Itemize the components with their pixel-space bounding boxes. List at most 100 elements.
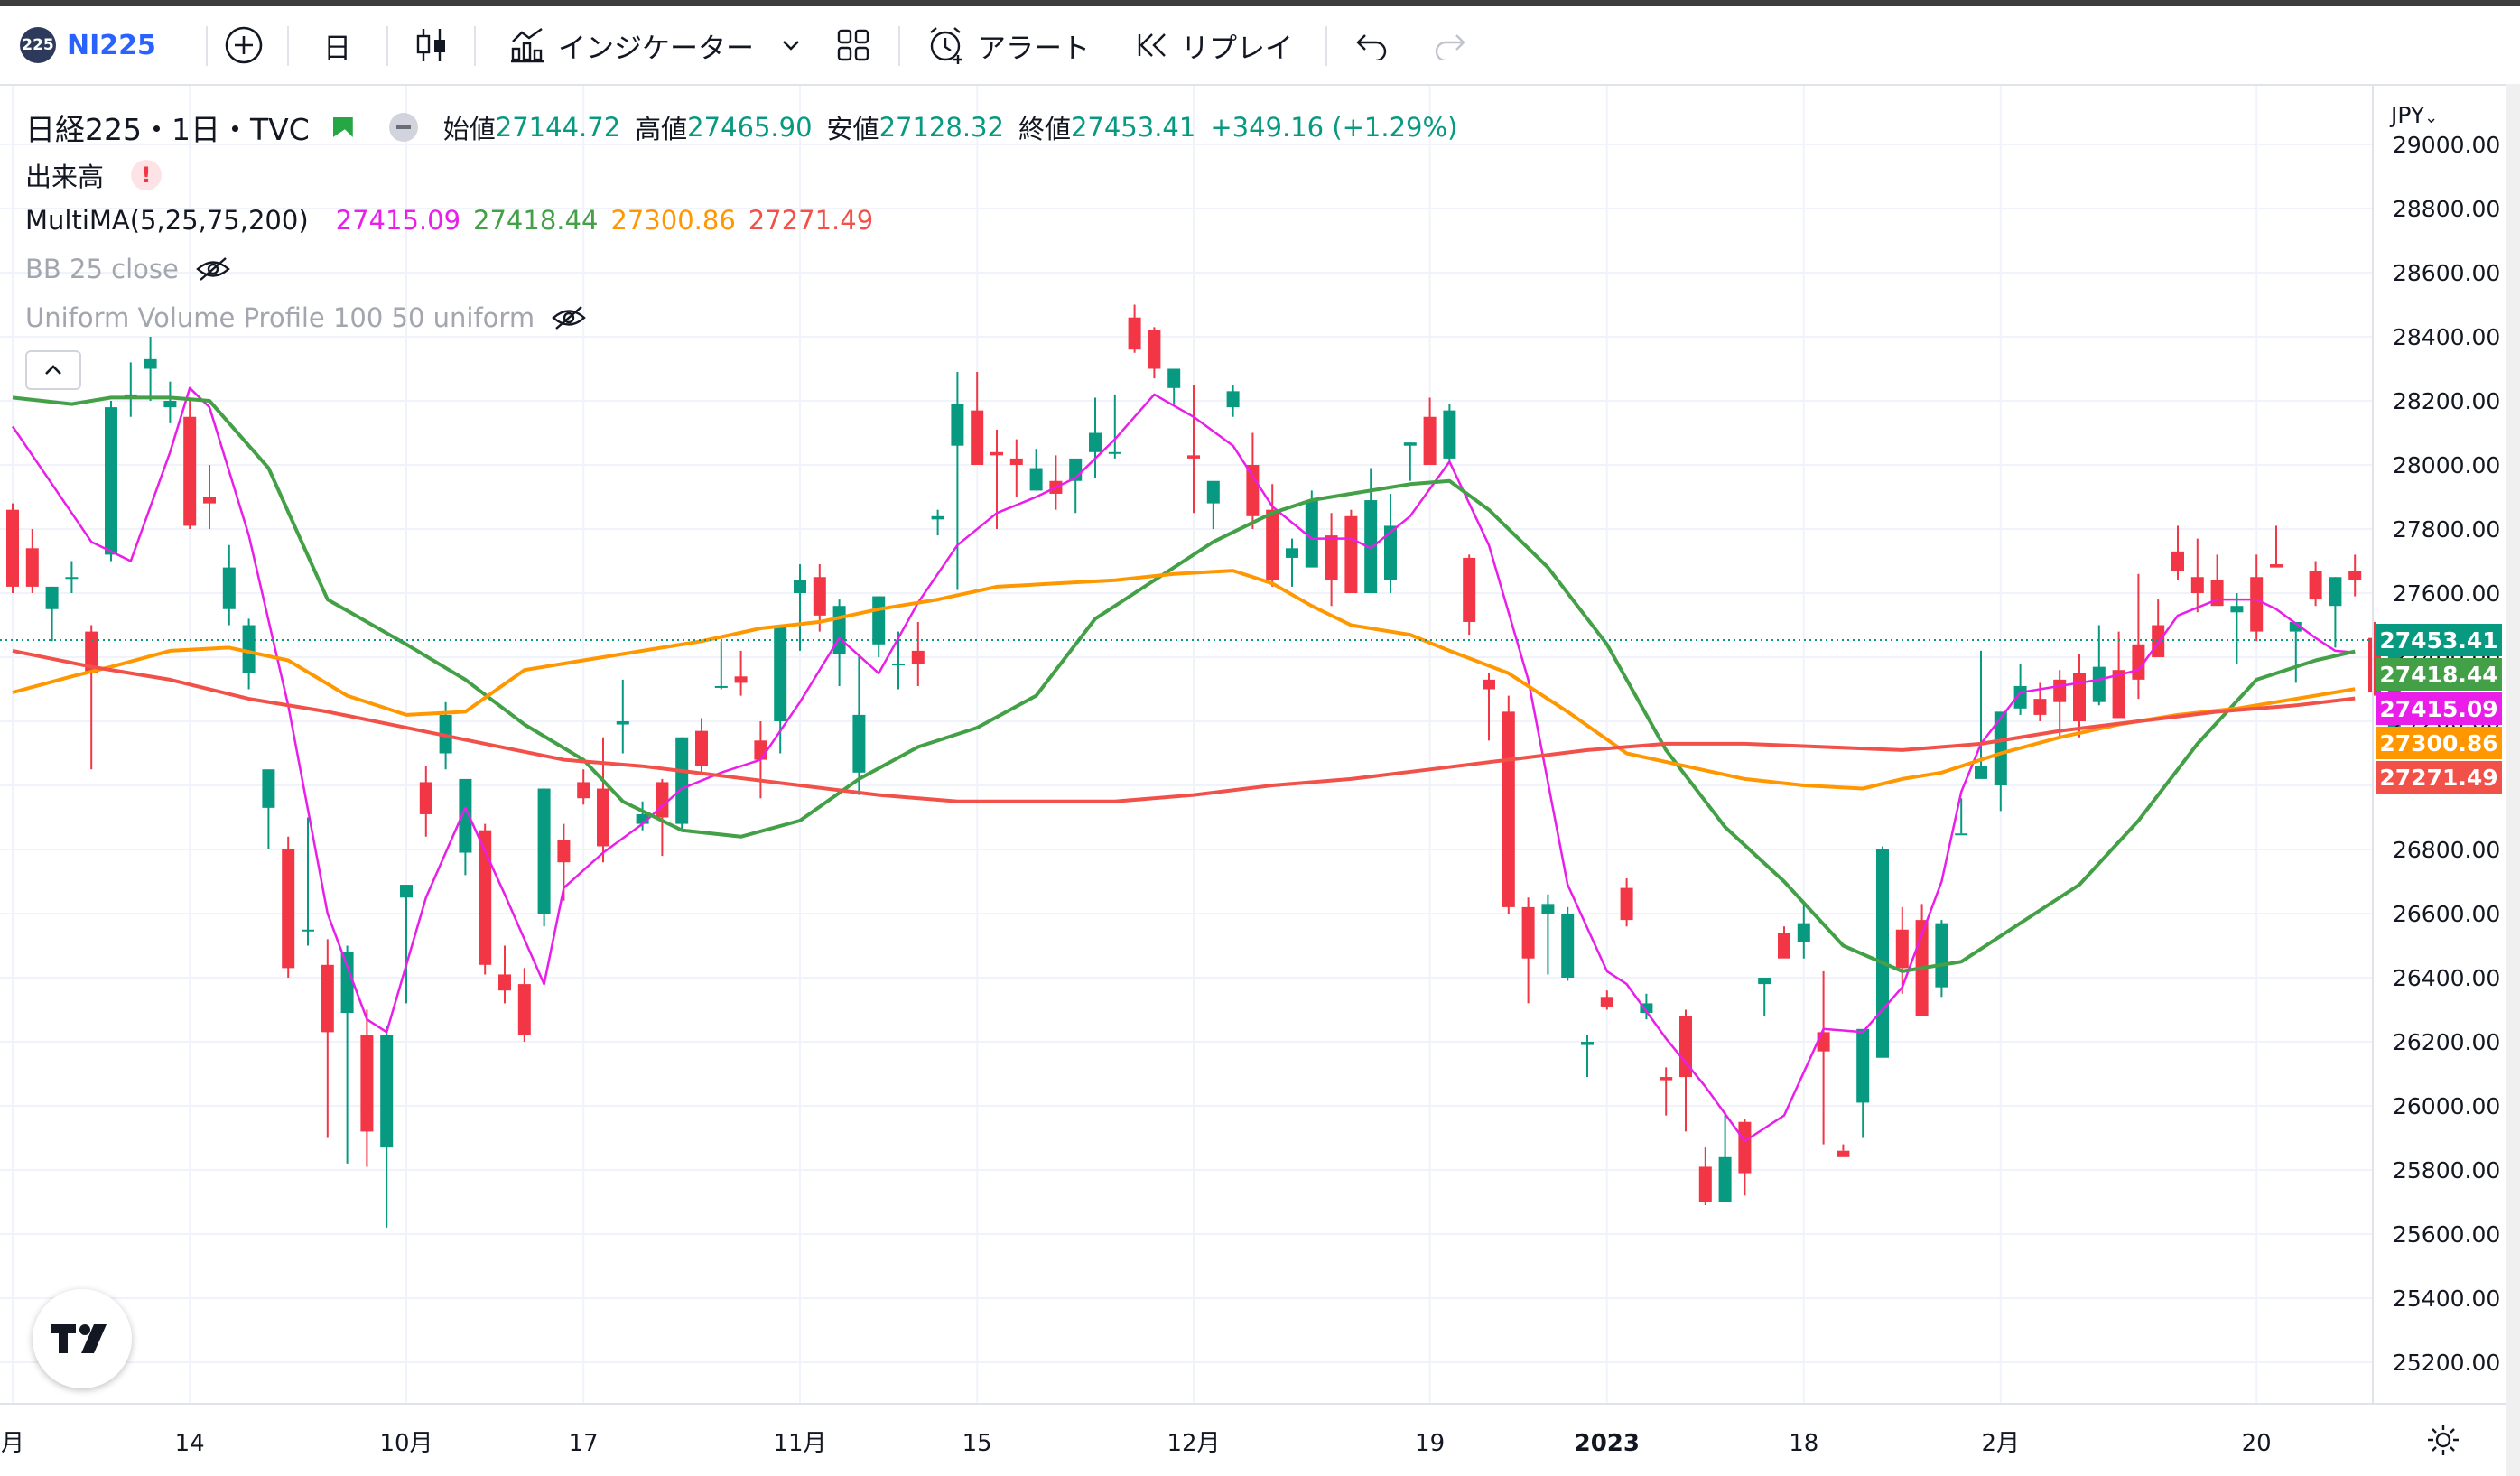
candle bbox=[577, 769, 590, 805]
candle bbox=[1266, 484, 1279, 587]
candle-body bbox=[2329, 577, 2342, 607]
add-symbol-button[interactable] bbox=[224, 6, 264, 84]
candle bbox=[872, 596, 886, 657]
candle-body bbox=[2309, 571, 2322, 600]
candle bbox=[1778, 926, 1790, 959]
chart-type-button[interactable] bbox=[414, 6, 450, 84]
legend-multima-row[interactable]: MultiMA(5,25,75,200) 27415.09 27418.44 2… bbox=[25, 205, 873, 236]
candle bbox=[380, 1026, 394, 1228]
legend-volume-row[interactable]: 出来高 ! bbox=[25, 156, 163, 194]
candle-body bbox=[1561, 914, 1575, 978]
candle bbox=[1600, 990, 1613, 1010]
chevron-up-icon bbox=[45, 365, 61, 375]
candle bbox=[242, 618, 256, 690]
multima-label: MultiMA(5,25,75,200) bbox=[25, 205, 309, 236]
undo-button[interactable] bbox=[1354, 6, 1390, 84]
candle bbox=[498, 945, 511, 1004]
window-scrollbar[interactable] bbox=[2506, 84, 2520, 1476]
eye-off-icon[interactable] bbox=[551, 304, 587, 331]
candle-body bbox=[262, 769, 275, 808]
alert-button[interactable]: アラート bbox=[925, 6, 1090, 84]
candle bbox=[852, 654, 866, 795]
candle bbox=[1856, 1028, 1870, 1138]
candle bbox=[2270, 525, 2283, 568]
price-tick-label: 28600.00 bbox=[2393, 260, 2500, 286]
indicators-icon bbox=[511, 28, 544, 63]
candle-body bbox=[537, 788, 551, 914]
grid-icon bbox=[837, 29, 869, 61]
redo-button[interactable] bbox=[1431, 6, 1467, 84]
candle-body bbox=[380, 1035, 394, 1148]
candle bbox=[1955, 798, 1968, 836]
candle-body bbox=[1935, 923, 1948, 988]
time-tick-label: 2023 bbox=[1575, 1430, 1640, 1457]
candle-body bbox=[1837, 1150, 1850, 1157]
candle bbox=[321, 939, 334, 1138]
replay-button[interactable]: リプレイ bbox=[1136, 6, 1293, 84]
minus-circle-icon[interactable] bbox=[388, 113, 418, 142]
legend-bb-row[interactable]: BB 25 close bbox=[25, 254, 231, 284]
indicators-button[interactable]: インジケーター bbox=[507, 6, 801, 84]
candle-body bbox=[1797, 923, 1810, 942]
chart-pane[interactable]: 29000.00 28800.00 28600.00 28400.00 28200.00… bbox=[0, 86, 2520, 1476]
candle bbox=[419, 766, 432, 837]
candle bbox=[340, 945, 354, 1164]
tradingview-logo[interactable] bbox=[33, 1289, 132, 1388]
open-label: 始値 bbox=[442, 114, 496, 144]
candle bbox=[262, 769, 275, 849]
price-tick-label: 28000.00 bbox=[2393, 452, 2500, 478]
candle-body bbox=[1009, 458, 1023, 465]
interval-label: 日 bbox=[323, 32, 351, 65]
candle bbox=[2348, 554, 2362, 597]
price-tick-label: 25400.00 bbox=[2393, 1286, 2500, 1312]
high-value: 27465.90 bbox=[687, 112, 813, 143]
candle-body bbox=[931, 515, 944, 520]
tradingview-logo-icon bbox=[51, 1324, 107, 1353]
candle-body bbox=[734, 676, 748, 683]
candle-body bbox=[203, 497, 216, 504]
candle-body bbox=[813, 577, 826, 616]
candle bbox=[1049, 455, 1063, 510]
candle-body bbox=[2053, 679, 2067, 702]
candle bbox=[1384, 493, 1397, 593]
legend-collapse-button[interactable] bbox=[25, 350, 81, 390]
candle bbox=[1108, 394, 1121, 459]
toolbar-divider bbox=[287, 26, 289, 66]
time-tick-label: 19 bbox=[1415, 1430, 1445, 1457]
open-value: 27144.72 bbox=[495, 112, 621, 143]
ma-line-ma75 bbox=[12, 569, 2356, 791]
warning-icon[interactable]: ! bbox=[131, 160, 163, 190]
candle-body bbox=[1286, 548, 1298, 558]
candle-body bbox=[1167, 368, 1181, 388]
price-badge: 27271.49 bbox=[2376, 761, 2502, 794]
eye-off-icon[interactable] bbox=[195, 255, 231, 283]
candle bbox=[183, 401, 197, 529]
candle-body bbox=[302, 929, 314, 932]
candle bbox=[45, 586, 59, 642]
candle-body bbox=[1148, 330, 1161, 369]
currency-selector[interactable]: JPY⌄ bbox=[2391, 102, 2438, 128]
candle bbox=[695, 718, 708, 773]
templates-button[interactable] bbox=[835, 6, 871, 84]
candle bbox=[1463, 554, 1476, 636]
candle-body bbox=[2171, 551, 2184, 571]
candlestick-chart[interactable]: 29000.00 28800.00 28600.00 28400.00 28200.00… bbox=[0, 86, 2520, 1476]
candle bbox=[517, 968, 531, 1042]
chart-title[interactable]: 日経225・1日・TVC bbox=[25, 112, 310, 147]
candle bbox=[1069, 458, 1083, 514]
candle bbox=[1837, 1144, 1850, 1157]
candle bbox=[1502, 695, 1515, 914]
undo-icon bbox=[1356, 34, 1387, 60]
price-badge: 27415.09 bbox=[2376, 692, 2502, 726]
price-tick-label: 27800.00 bbox=[2393, 516, 2500, 543]
settings-gear-icon[interactable] bbox=[2425, 1422, 2461, 1458]
ma-line-ma200 bbox=[12, 648, 2356, 803]
price-tick-label: 25200.00 bbox=[2393, 1350, 2500, 1376]
price-tick-label: 26800.00 bbox=[2393, 837, 2500, 863]
symbol-badge: 225 bbox=[20, 27, 56, 63]
moving-averages bbox=[11, 386, 2356, 1143]
legend-vp-row[interactable]: Uniform Volume Profile 100 50 uniform bbox=[25, 302, 587, 333]
interval-button[interactable]: 日 bbox=[323, 6, 351, 84]
symbol-search-button[interactable]: 225 NI225 bbox=[20, 6, 156, 84]
candle-body bbox=[1581, 1042, 1594, 1045]
